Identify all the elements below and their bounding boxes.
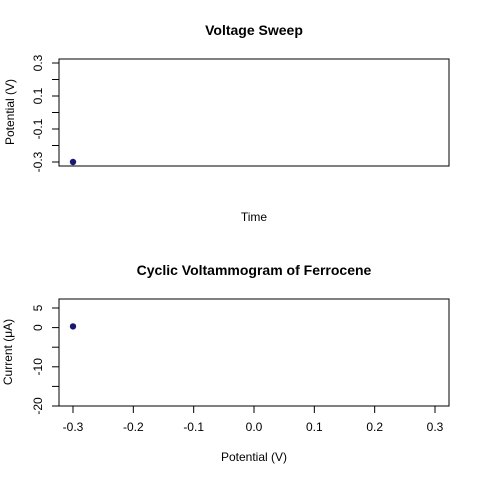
cyclic-voltammogram-x-tick-label: -0.3 (63, 420, 84, 434)
voltage-sweep-title: Voltage Sweep (205, 22, 303, 38)
cyclic-voltammogram-y-tick-label: -10 (31, 358, 45, 376)
voltage-sweep-y-tick-label: 0.3 (31, 54, 45, 71)
cyclic-voltammogram-y-tick-label: 5 (31, 304, 45, 311)
cyclic-voltammogram-x-ticks: -0.3 -0.2 -0.1 0.0 0.1 0.2 0.3 (63, 406, 444, 434)
cyclic-voltammogram-data-point (69, 323, 77, 330)
voltage-sweep-plot-frame (58, 58, 450, 167)
voltage-sweep-y-ticks: -0.3 -0.1 0.1 0.3 (31, 54, 59, 172)
cyclic-voltammogram-x-tick-label: 0.1 (306, 420, 323, 434)
voltage-sweep-y-tick-label: 0.1 (31, 87, 45, 104)
voltage-sweep-data-point (69, 158, 77, 166)
cyclic-voltammogram-x-tick-label: -0.2 (123, 420, 144, 434)
cyclic-voltammogram-title: Cyclic Voltammogram of Ferrocene (137, 262, 372, 278)
cyclic-voltammogram-points (69, 323, 77, 330)
cyclic-voltammogram-x-label: Potential (V) (221, 450, 287, 464)
cyclic-voltammogram-y-tick-label: -20 (31, 397, 45, 415)
cyclic-voltammogram-x-tick-label: -0.1 (183, 420, 204, 434)
cyclic-voltammogram-y-tick-label: 0 (31, 324, 45, 331)
cyclic-voltammogram-x-tick-label: 0.0 (246, 420, 263, 434)
voltage-sweep-y-label: Potential (V) (3, 79, 17, 145)
voltage-sweep-panel: Voltage Sweep -0.3 -0.1 0.1 0.3 Time Potent… (3, 22, 450, 224)
cyclic-voltammogram-plot-frame (58, 298, 450, 407)
cyclic-voltammogram-y-label: Current (μA) (1, 319, 15, 385)
cyclic-voltammogram-y-ticks: -20 -10 0 5 (31, 304, 59, 415)
voltage-sweep-x-label: Time (241, 210, 268, 224)
voltage-sweep-y-tick-label: -0.1 (31, 118, 45, 139)
voltage-sweep-points (69, 158, 77, 166)
voltage-sweep-y-tick-label: -0.3 (31, 151, 45, 172)
cyclic-voltammogram-x-tick-label: 0.2 (366, 420, 383, 434)
cyclic-voltammogram-panel: Cyclic Voltammogram of Ferrocene -20 -10 0… (1, 262, 450, 464)
cyclic-voltammogram-x-tick-label: 0.3 (427, 420, 444, 434)
